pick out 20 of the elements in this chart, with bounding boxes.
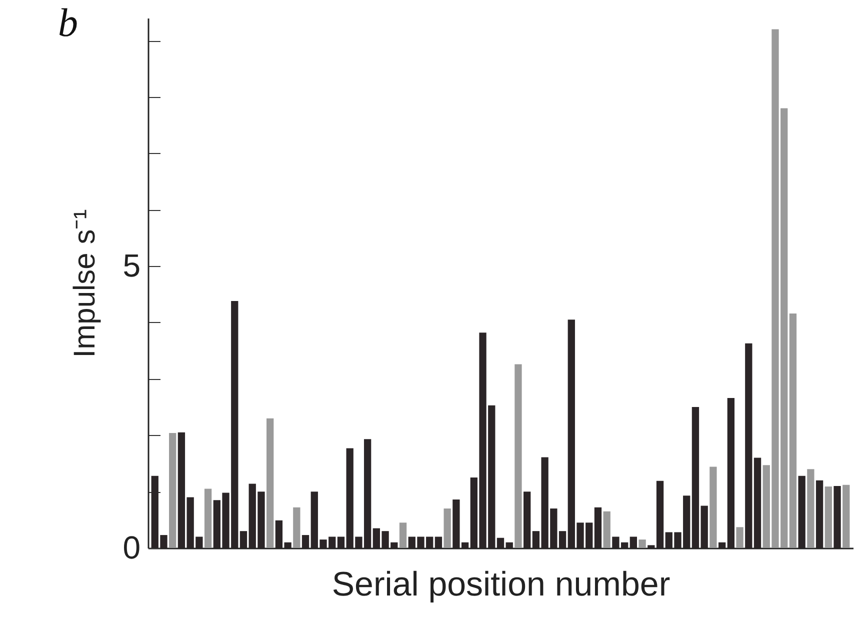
bar bbox=[399, 522, 407, 548]
bar bbox=[736, 527, 744, 548]
bar bbox=[293, 507, 300, 548]
bar bbox=[204, 488, 212, 548]
bar bbox=[710, 466, 717, 548]
y-tick-label: 5 bbox=[122, 248, 140, 284]
y-axis-title: Impulse s⁻¹ bbox=[68, 209, 102, 358]
chart-title: b bbox=[58, 0, 78, 45]
bar bbox=[842, 484, 850, 548]
bar bbox=[807, 469, 814, 548]
bar bbox=[789, 313, 797, 548]
bar bbox=[266, 418, 274, 548]
bar bbox=[169, 432, 176, 548]
bar bbox=[824, 486, 832, 548]
bar bbox=[638, 540, 646, 548]
bar bbox=[514, 364, 522, 548]
bar bbox=[444, 508, 451, 548]
y-tick-label: 0 bbox=[122, 530, 140, 566]
bar bbox=[603, 511, 610, 548]
x-axis-title: Serial position number bbox=[332, 566, 670, 604]
